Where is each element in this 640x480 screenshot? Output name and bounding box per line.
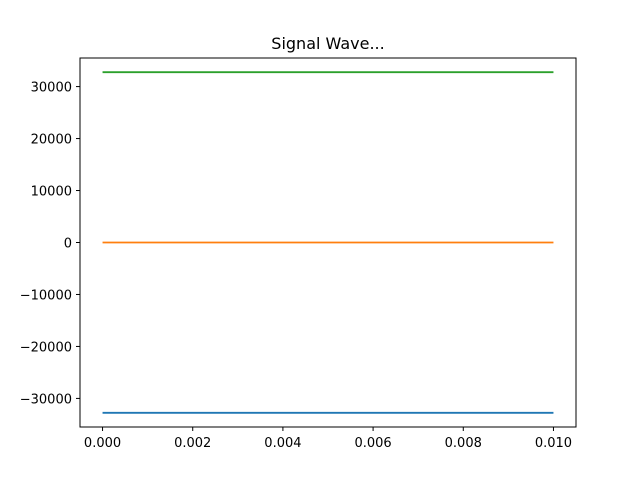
x-tick-label: 0.008 xyxy=(445,436,482,451)
x-tick-label: 0.010 xyxy=(535,436,572,451)
y-tick-label: −30000 xyxy=(20,392,72,407)
x-axis: 0.000 0.002 0.004 0.006 0.008 0.010 xyxy=(84,427,572,451)
x-tick-label: 0.000 xyxy=(84,436,121,451)
x-tick-label: 0.006 xyxy=(354,436,391,451)
y-tick-label: 0 xyxy=(64,237,72,252)
x-tick-label: 0.004 xyxy=(264,436,301,451)
x-tick-label: 0.002 xyxy=(174,436,211,451)
y-tick-label: −20000 xyxy=(20,340,72,355)
plot-area: 0.000 0.002 0.004 0.006 0.008 0.010 30000 2000… xyxy=(20,57,577,451)
chart-title: Signal Wave... xyxy=(271,34,384,53)
y-tick-label: −10000 xyxy=(20,288,72,303)
y-tick-label: 30000 xyxy=(31,81,72,96)
y-axis: 30000 20000 10000 0 −10000 −20000 −30000 xyxy=(20,81,80,407)
series-layer xyxy=(102,71,554,414)
y-tick-label: 10000 xyxy=(31,185,72,200)
y-tick-label: 20000 xyxy=(31,133,72,148)
